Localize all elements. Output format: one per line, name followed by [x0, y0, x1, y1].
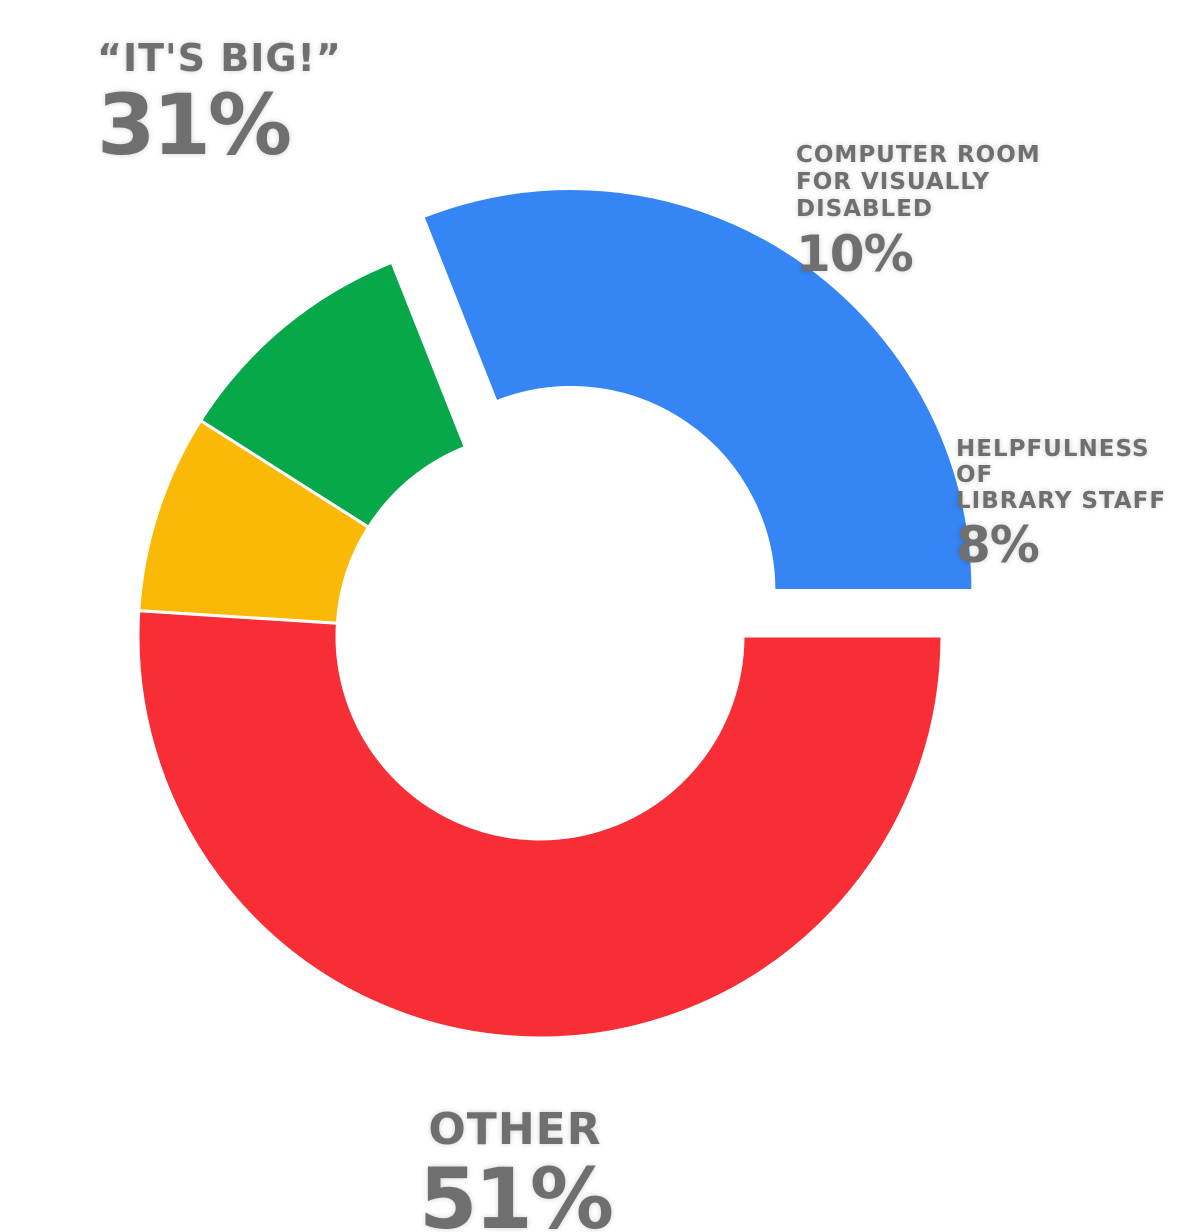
- label-helpfulness-value: 8%: [956, 516, 1040, 574]
- label-helpfulness: HELPFULNESS OF LIBRARY STAFF 8%: [956, 436, 1180, 576]
- label-its-big-value: 31%: [97, 76, 292, 174]
- label-its-big-name: “IT'S BIG!”: [97, 36, 342, 80]
- label-other-name: OTHER: [428, 1104, 602, 1155]
- label-its-big: “IT'S BIG!” 31%: [97, 36, 342, 170]
- label-other-value: 51%: [418, 1150, 614, 1232]
- label-computer-room-value: 10%: [796, 225, 914, 283]
- label-other: OTHER 51%: [0, 1104, 1030, 1232]
- label-computer-room-name: COMPUTER ROOM FOR VISUALLY DISABLED: [796, 142, 1041, 222]
- label-computer-room: COMPUTER ROOM FOR VISUALLY DISABLED 10%: [796, 142, 1041, 285]
- slice-its-big: [420, 187, 975, 593]
- label-helpfulness-name: HELPFULNESS OF LIBRARY STAFF: [956, 436, 1167, 514]
- slice-other: [136, 609, 944, 1040]
